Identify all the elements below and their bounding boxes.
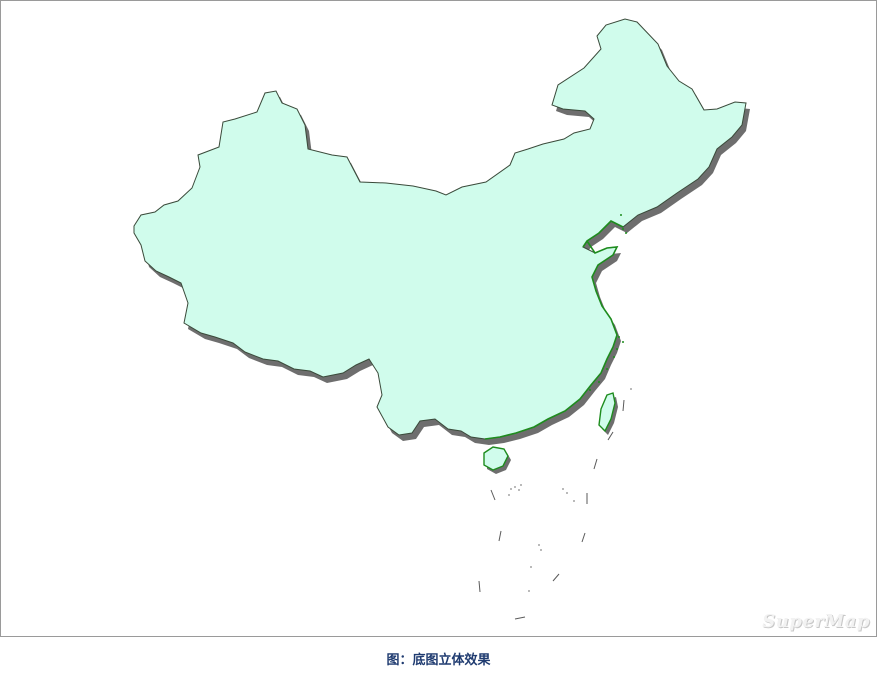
south-sea-dashes	[478, 399, 625, 620]
figure-caption: 图：底图立体效果	[386, 653, 491, 668]
supermap-watermark: SuperMap	[762, 611, 870, 632]
taiwan-island[interactable]	[598, 392, 616, 433]
coastline	[484, 220, 624, 440]
south-sea-islands	[508, 388, 632, 592]
map-frame[interactable]: SuperMap	[0, 0, 877, 637]
coastal-islets	[589, 214, 627, 391]
map-canvas[interactable]	[1, 1, 876, 636]
mainland-region[interactable]	[133, 18, 747, 440]
hainan-island[interactable]	[483, 446, 509, 471]
